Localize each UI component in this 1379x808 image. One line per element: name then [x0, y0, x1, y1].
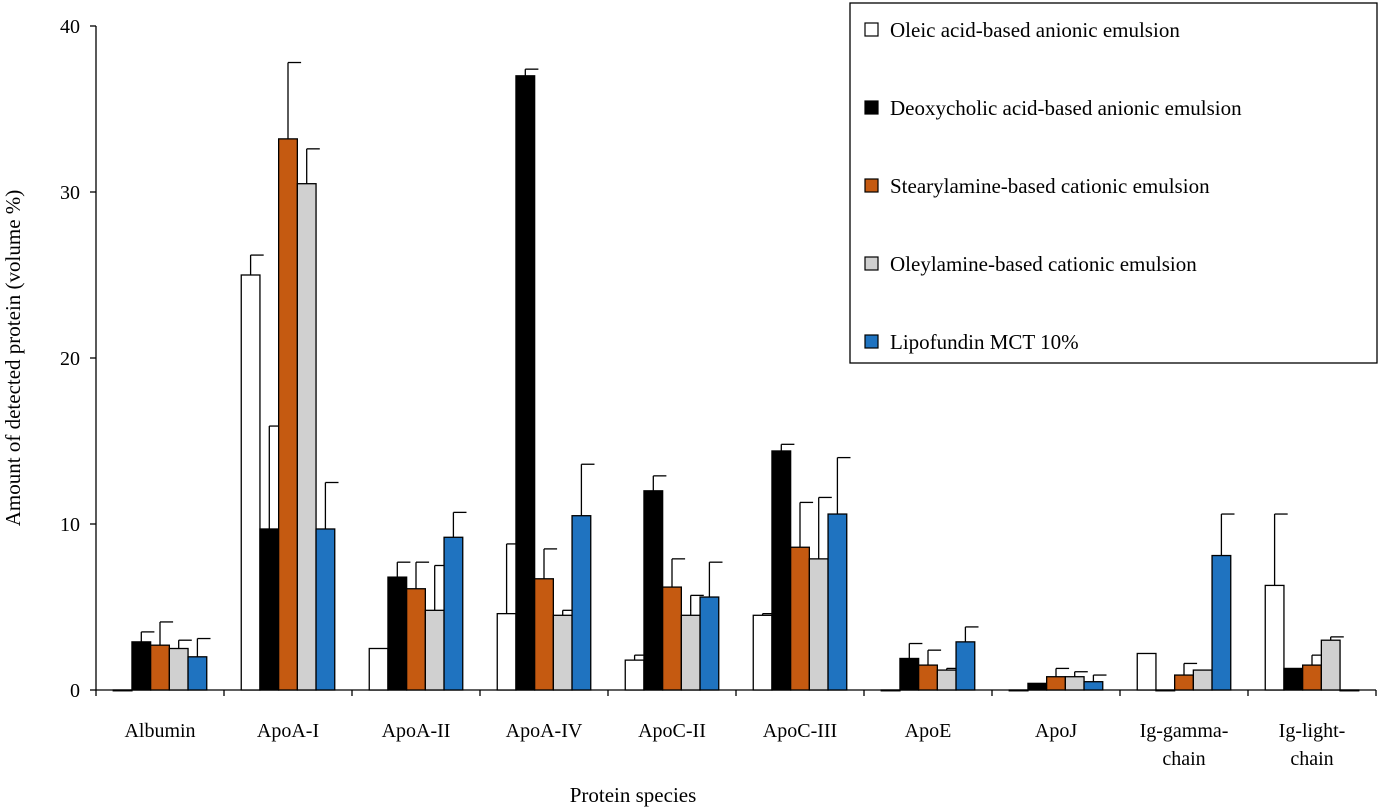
bar — [443, 536, 464, 691]
legend-swatch — [864, 334, 879, 349]
bar — [112, 689, 133, 692]
bar — [368, 647, 389, 691]
x-tick-label: ApoA-IV — [506, 720, 583, 742]
x-tick-label: ApoJ — [1035, 720, 1077, 742]
bar — [149, 644, 170, 691]
bar — [680, 614, 701, 691]
x-tick-label: ApoC-II — [638, 720, 706, 742]
bar — [880, 689, 901, 692]
bar — [1174, 674, 1195, 691]
bar — [1064, 676, 1085, 691]
x-tick-label: ApoE — [905, 720, 952, 742]
legend-swatch — [864, 100, 879, 115]
bar — [496, 612, 517, 691]
legend-box — [849, 2, 1378, 364]
bar — [552, 614, 573, 691]
x-tick-label: ApoA-II — [382, 720, 451, 742]
bar — [771, 450, 792, 691]
bar — [790, 546, 811, 691]
y-axis-title: Amount of detected protein (volume %) — [1, 190, 25, 526]
legend-label: Oleylamine-based cationic emulsion — [890, 252, 1197, 276]
bar — [1083, 681, 1104, 691]
bar — [1302, 664, 1323, 691]
bar — [1027, 682, 1048, 691]
bar — [387, 576, 408, 691]
bar — [1136, 652, 1157, 691]
y-tick-label: 0 — [70, 680, 80, 702]
x-tick-label: Albumin — [124, 720, 195, 742]
x-tick-label: Ig-light-chain — [1279, 720, 1346, 770]
legend-label: Stearylamine-based cationic emulsion — [890, 174, 1210, 198]
bar — [1264, 584, 1285, 691]
bar — [168, 647, 189, 691]
bar — [1008, 689, 1029, 692]
bar — [424, 609, 445, 691]
bar — [1283, 667, 1304, 691]
x-tick-label: Ig-gamma-chain — [1140, 720, 1229, 770]
legend-swatch — [864, 22, 879, 37]
bar — [296, 183, 317, 691]
bar — [534, 578, 555, 691]
bar — [662, 586, 683, 691]
bar — [827, 513, 848, 691]
bar — [277, 138, 298, 691]
x-tick-label: ApoA-I — [257, 720, 319, 742]
bar — [571, 515, 592, 691]
bar — [187, 656, 208, 691]
bar — [315, 528, 336, 691]
bar — [699, 596, 720, 691]
bar — [808, 558, 829, 691]
bar — [955, 641, 976, 691]
y-tick-label: 10 — [60, 514, 80, 536]
bar — [1192, 669, 1213, 691]
legend-swatch — [864, 256, 879, 271]
y-tick-label: 30 — [60, 182, 80, 204]
bar — [899, 657, 920, 691]
bar — [624, 659, 645, 691]
legend-label: Deoxycholic acid-based anionic emulsion — [890, 96, 1242, 120]
legend-label: Oleic acid-based anionic emulsion — [890, 18, 1180, 42]
y-tick-label: 20 — [60, 348, 80, 370]
bar — [1320, 639, 1341, 691]
bar — [1339, 689, 1360, 692]
bar — [515, 75, 536, 691]
bar — [405, 588, 426, 691]
x-tick-label: ApoC-III — [763, 720, 837, 742]
bar — [259, 528, 280, 691]
bar — [1211, 554, 1232, 691]
bar — [643, 490, 664, 691]
bar — [1155, 689, 1176, 692]
bar — [752, 614, 773, 691]
y-tick-label: 40 — [60, 16, 80, 38]
legend-swatch — [864, 178, 879, 193]
x-axis-title: Protein species — [570, 783, 697, 807]
bar — [918, 664, 939, 691]
bar — [1046, 676, 1067, 691]
bar — [131, 641, 152, 691]
bar — [936, 669, 957, 691]
legend-label: Lipofundin MCT 10% — [890, 330, 1079, 354]
bar — [240, 274, 261, 691]
